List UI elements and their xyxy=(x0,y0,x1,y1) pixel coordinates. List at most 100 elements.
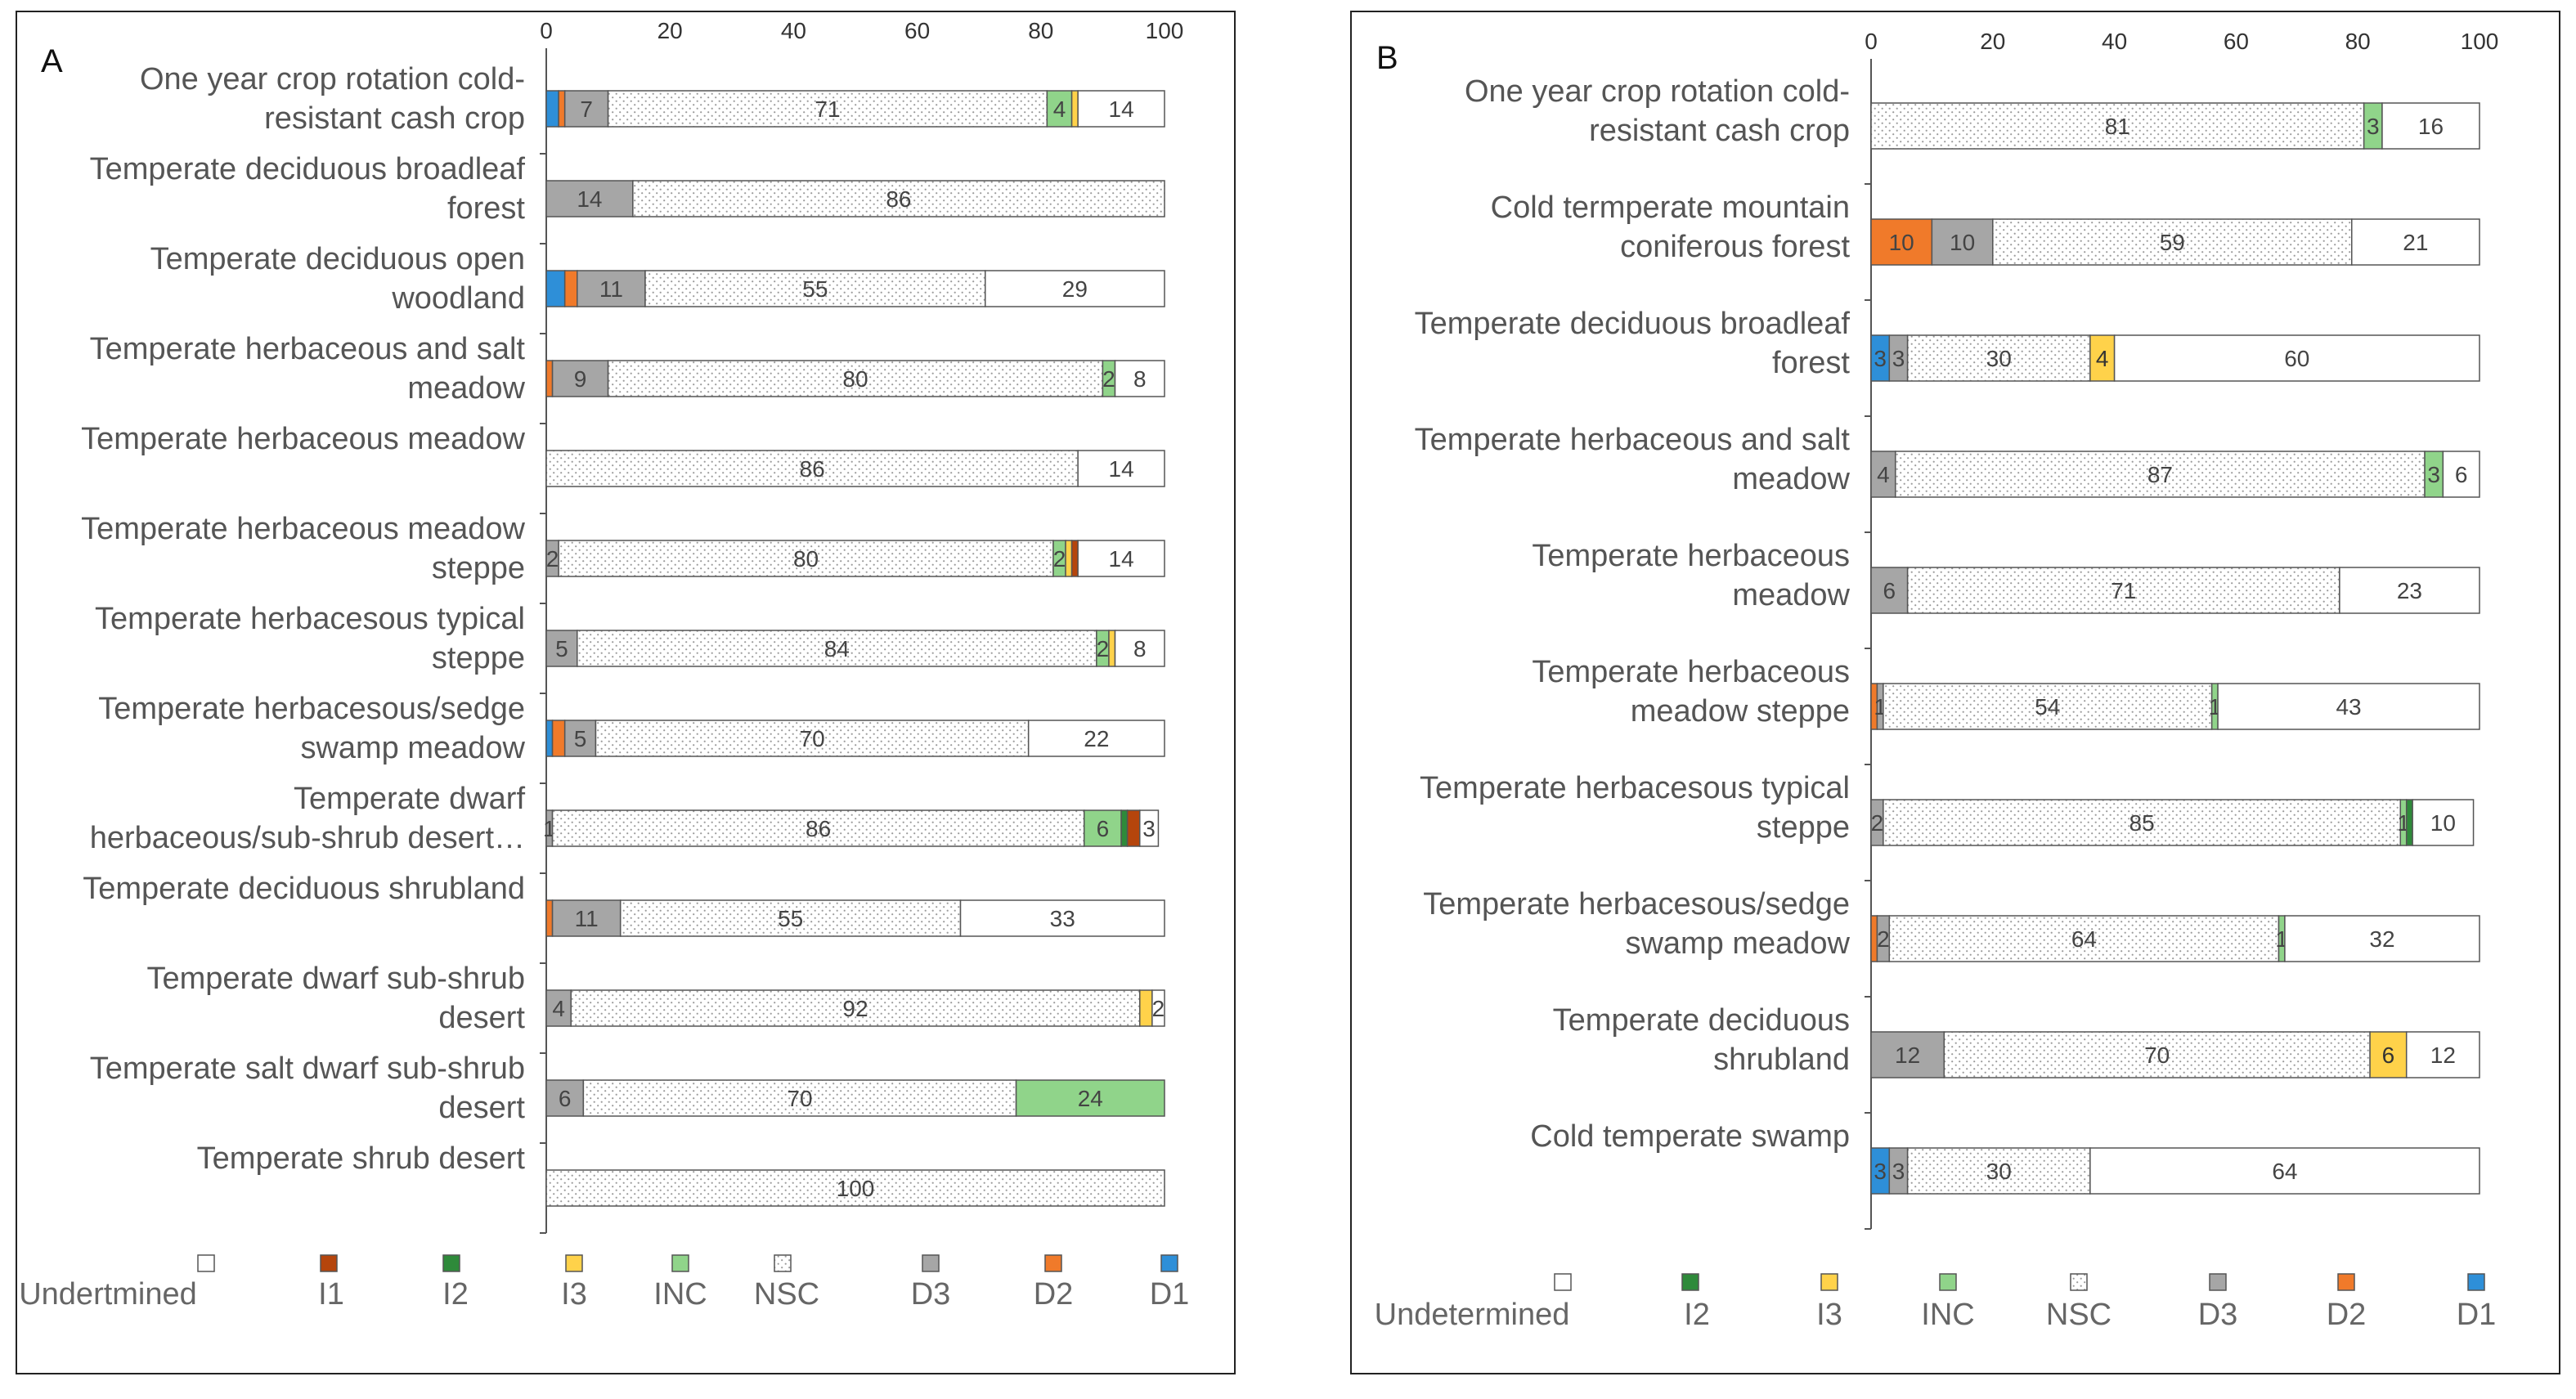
category-label: forest xyxy=(447,191,525,226)
x-tick-label: 20 xyxy=(1980,29,2005,54)
legend-label: I2 xyxy=(1684,1298,1710,1332)
data-label: 54 xyxy=(2035,694,2060,720)
category-label: Temperate herbacesous typical xyxy=(95,602,525,636)
category-label: Temperate herbaceous and salt xyxy=(90,332,526,366)
data-label: 3 xyxy=(1142,816,1156,841)
bar-segment-d2 xyxy=(563,270,578,307)
legend-label: Undetermined xyxy=(1375,1298,1570,1332)
bar-segment-d1 xyxy=(545,90,559,128)
bar-segment-undetermined xyxy=(2351,218,2480,266)
data-label: 33 xyxy=(1050,906,1075,931)
bar-segment-undetermined xyxy=(2339,567,2480,614)
data-label: 2 xyxy=(1097,636,1110,661)
bar-segment-undetermined xyxy=(2113,334,2480,382)
data-label: 84 xyxy=(824,636,850,661)
data-label: 10 xyxy=(1889,230,1914,255)
legend-swatch xyxy=(1939,1273,1957,1291)
data-label: 4 xyxy=(552,996,565,1021)
data-label: 16 xyxy=(2418,114,2444,139)
legend-swatch xyxy=(1681,1273,1699,1291)
category-label: resistant cash crop xyxy=(1589,114,1850,148)
legend-label: INC xyxy=(1921,1298,1974,1332)
category-label: herbaceous/sub-shrub desert… xyxy=(90,821,525,855)
bar-segment-i3 xyxy=(2089,334,2116,382)
bar-segment-nsc xyxy=(595,720,1030,757)
legend-swatch xyxy=(1044,1254,1062,1272)
data-label: 14 xyxy=(577,186,602,212)
bar-segment-d3 xyxy=(545,630,578,667)
bar-segment-undetermined xyxy=(1077,540,1165,577)
bar-segment-undetermined xyxy=(2089,1147,2480,1195)
data-label: 8 xyxy=(1133,636,1147,661)
data-label: 11 xyxy=(575,906,599,931)
data-label: 14 xyxy=(1109,456,1134,482)
data-label: 4 xyxy=(1877,462,1890,487)
legend-label: I3 xyxy=(561,1277,587,1312)
legend-swatch xyxy=(565,1254,583,1272)
category-label: Cold temperate swamp xyxy=(1530,1119,1850,1154)
data-label: 86 xyxy=(800,456,825,482)
data-label: 23 xyxy=(2397,578,2422,603)
panel-a: A 0 20 40 60 80 100 One year crop rotation cold… xyxy=(16,11,1236,1374)
bar-segment-undetermined xyxy=(1139,809,1160,847)
bar-segment-undetermined xyxy=(1114,360,1165,397)
category-label: desert xyxy=(438,1091,525,1125)
data-label: 14 xyxy=(1109,546,1134,572)
bar-segment-i3 xyxy=(1065,540,1073,577)
data-label: 12 xyxy=(1895,1043,1920,1068)
bar-segment-undetermined xyxy=(2405,1031,2480,1078)
category-label: steppe xyxy=(432,641,525,675)
x-tick-label: 40 xyxy=(781,18,806,43)
x-tick-label: 20 xyxy=(657,18,683,43)
legend-swatch xyxy=(1820,1273,1838,1291)
legend-label: I1 xyxy=(318,1277,344,1312)
bar-segment-d3 xyxy=(1870,567,1909,614)
data-label: 3 xyxy=(1892,1159,1905,1184)
data-label: 64 xyxy=(2272,1159,2297,1184)
x-tick-label: 80 xyxy=(1028,18,1053,43)
bar-segment-d2 xyxy=(1870,218,1933,266)
category-label: steppe xyxy=(432,551,525,585)
data-label: 70 xyxy=(2144,1043,2170,1068)
legend-label: D3 xyxy=(911,1277,951,1312)
bar-segment-nsc xyxy=(619,899,962,937)
legend-swatch xyxy=(2467,1273,2485,1291)
x-tick-label: 0 xyxy=(1865,29,1878,54)
data-label: 6 xyxy=(1097,816,1110,841)
panel-label: A xyxy=(41,43,63,79)
category-label: Temperate herbaceous meadow xyxy=(81,422,525,456)
category-label: Temperate herbacesous/sedge xyxy=(1423,887,1850,921)
data-label: 5 xyxy=(555,636,568,661)
category-label: meadow steppe xyxy=(1631,694,1850,729)
category-label: shrubland xyxy=(1713,1043,1850,1077)
data-label: 81 xyxy=(2105,114,2130,139)
category-label: steppe xyxy=(1757,810,1850,845)
legend-swatch xyxy=(2209,1273,2227,1291)
bar-segment-nsc xyxy=(632,180,1165,217)
data-label: 5 xyxy=(574,726,587,751)
bar-segment-nsc xyxy=(1906,567,2340,614)
bar-segment-undetermined xyxy=(959,899,1165,937)
legend-swatch xyxy=(320,1254,338,1272)
data-label: 10 xyxy=(1950,230,1975,255)
category-label: Temperate deciduous broadleaf xyxy=(1415,307,1851,341)
data-label: 43 xyxy=(2336,694,2361,720)
bar-segment-d3 xyxy=(545,180,634,217)
bar-segment-nsc xyxy=(1992,218,2353,266)
category-label: Temperate deciduous shrubland xyxy=(83,872,525,906)
data-label: 3 xyxy=(2367,114,2380,139)
bar-segment-undetermined xyxy=(1077,90,1165,128)
bar-segment-d3 xyxy=(563,90,609,128)
legend-swatch xyxy=(1160,1254,1178,1272)
data-label: 3 xyxy=(1874,346,1887,371)
data-label: 60 xyxy=(2284,346,2309,371)
bar-segment-undetermined xyxy=(2442,451,2480,498)
category-label: Temperate herbaceous xyxy=(1532,655,1850,689)
x-tick-label: 60 xyxy=(2224,29,2249,54)
data-label: 32 xyxy=(2369,926,2394,952)
data-label: 22 xyxy=(1084,726,1109,751)
data-label: 87 xyxy=(2147,462,2173,487)
legend-swatch xyxy=(2070,1273,2088,1291)
legend-label: D1 xyxy=(1150,1277,1190,1312)
